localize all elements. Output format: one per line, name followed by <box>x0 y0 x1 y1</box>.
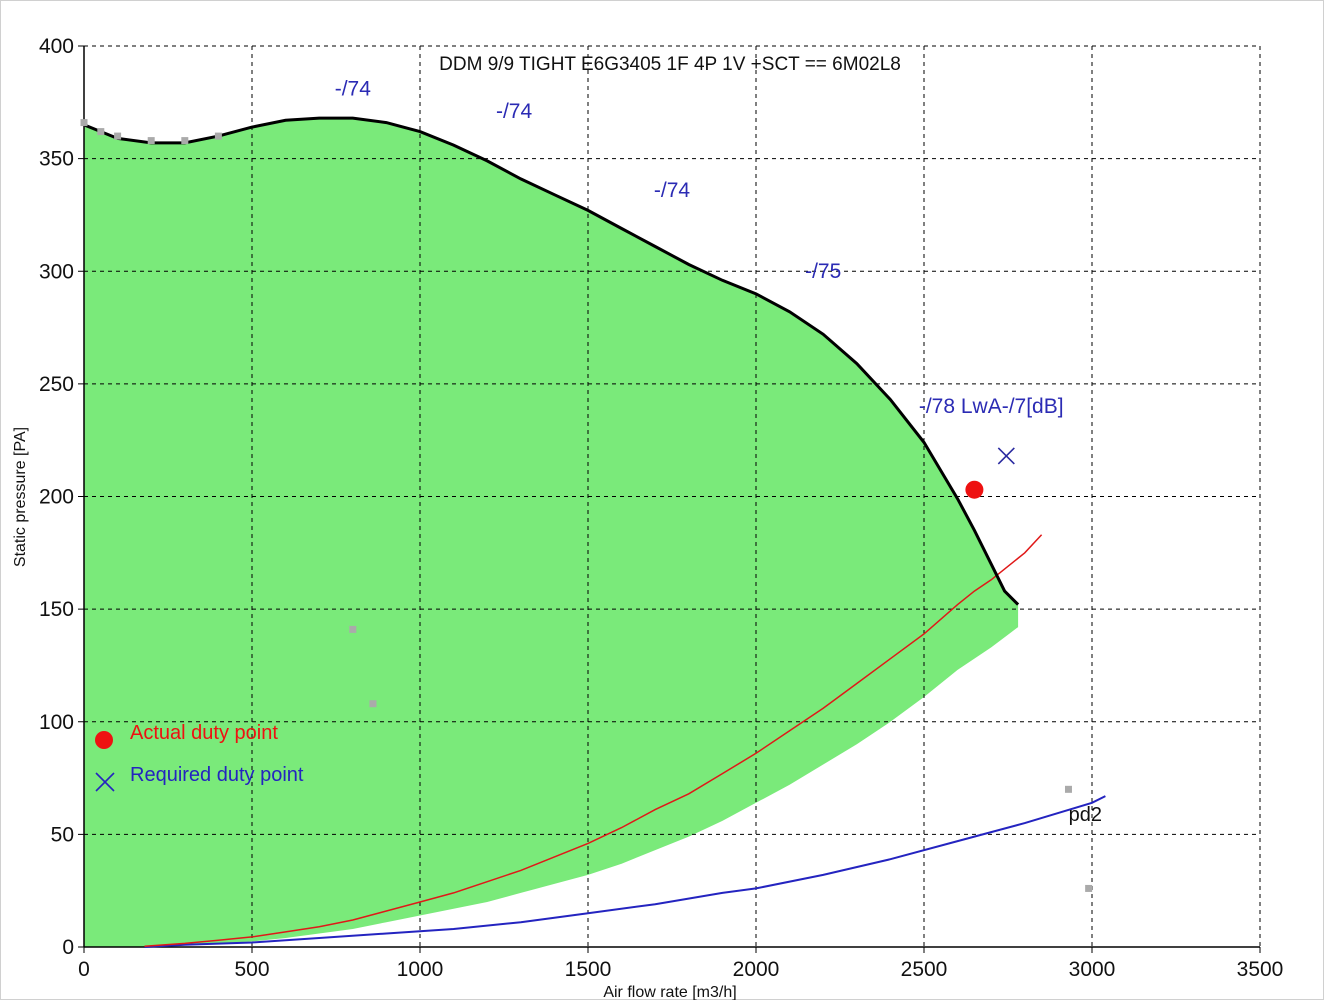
cross-stroke <box>997 447 1015 465</box>
fan-curve-line <box>83 116 1020 606</box>
y-tick-label: 50 <box>51 823 74 846</box>
y-axis-title: Static pressure [PA] <box>12 427 29 567</box>
extrapolated-point <box>1064 785 1072 793</box>
extrapolated-point <box>1085 884 1093 892</box>
extrapolated-point <box>147 137 155 145</box>
x-tick-label: 500 <box>234 958 269 981</box>
y-tick-label: 200 <box>39 486 74 509</box>
legend-required-marker <box>95 772 115 792</box>
grid-lines <box>84 45 1261 947</box>
x-axis-title: Air flow rate [m3/h] <box>603 984 736 1000</box>
extrapolated-point <box>349 625 357 633</box>
y-tick-label: 350 <box>39 148 74 171</box>
actual-duty-point-marker <box>965 480 984 499</box>
x-tick-label: 2500 <box>901 958 948 981</box>
sound-level-label: -/74 <box>335 78 372 101</box>
sound-level-label: -/74 <box>654 179 691 202</box>
system-curve-line <box>144 534 1043 948</box>
required-duty-point-marker <box>997 447 1015 465</box>
pd2-label: pd2 <box>1069 804 1102 826</box>
y-tick-label: 400 <box>39 35 74 58</box>
y-tick-label: 0 <box>62 936 74 959</box>
legend-actual-marker <box>95 731 113 749</box>
sound-level-label: -/75 <box>805 260 841 283</box>
y-tick-label: 150 <box>39 598 74 621</box>
extrapolated-point <box>80 119 88 127</box>
sound-level-labels: -/74 -/74 -/74 -/75 -/78 LwA-/7[dB] <box>335 78 1064 419</box>
y-tick-label: 100 <box>39 711 74 734</box>
legend-actual-label: Actual duty point <box>130 722 278 744</box>
x-tick-label: 0 <box>78 958 90 981</box>
sound-level-label: -/78 LwA-/7[dB] <box>919 395 1064 418</box>
cross-stroke <box>95 772 115 792</box>
y-tick-label: 300 <box>39 260 74 283</box>
extrapolated-point <box>114 132 122 140</box>
y-tick-label: 250 <box>39 373 74 396</box>
legend-required-label: Required duty point <box>130 764 304 786</box>
x-tick-label: 1500 <box>565 958 612 981</box>
y-axis-ticks: 0 50 100 150 200 250 300 350 400 <box>39 35 84 959</box>
x-tick-label: 3000 <box>1069 958 1116 981</box>
extrapolated-point <box>369 700 377 708</box>
extrapolated-point <box>97 128 105 136</box>
x-axis-ticks: 0 500 1000 1500 2000 2500 3000 3500 <box>78 947 1283 981</box>
extrapolated-point <box>214 132 222 140</box>
sound-level-label: -/74 <box>496 100 533 123</box>
legend: Actual duty point Required duty point <box>95 722 304 792</box>
x-tick-label: 2000 <box>733 958 780 981</box>
chart-title: DDM 9/9 TIGHT E6G3405 1F 4P 1V +SCT == 6… <box>439 54 901 75</box>
operating-region <box>84 118 1019 948</box>
x-tick-label: 1000 <box>397 958 444 981</box>
extrapolated-point <box>181 137 189 145</box>
pd-curve-line <box>144 795 1106 948</box>
x-tick-label: 3500 <box>1237 958 1284 981</box>
extrapolated-points <box>80 119 1093 892</box>
